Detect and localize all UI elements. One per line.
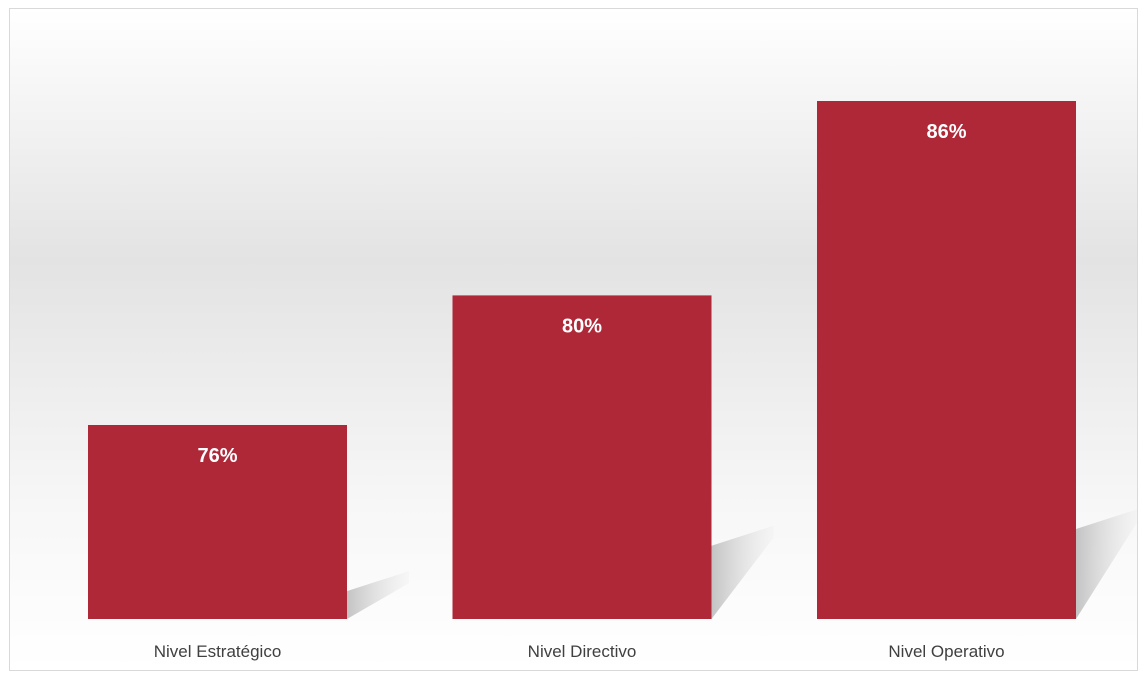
bar-shadows [347,509,1138,619]
category-tick-label: Nivel Estratégico [154,642,282,661]
bar-shadow [711,525,774,619]
value-labels: 76% 80% 86% [197,121,966,467]
bar [88,425,347,619]
bar-shadow [1076,509,1138,619]
bar [452,295,712,619]
data-label: 76% [197,445,237,467]
category-labels: Nivel Estratégico Nivel Directivo Nivel Op… [154,642,1005,661]
bars [88,101,1076,619]
data-label: 86% [926,121,966,143]
bar-shadow [347,571,409,619]
category-tick-label: Nivel Directivo [528,642,637,661]
category-tick-label: Nivel Operativo [888,642,1004,661]
data-label: 80% [562,315,602,337]
bar [817,101,1076,619]
